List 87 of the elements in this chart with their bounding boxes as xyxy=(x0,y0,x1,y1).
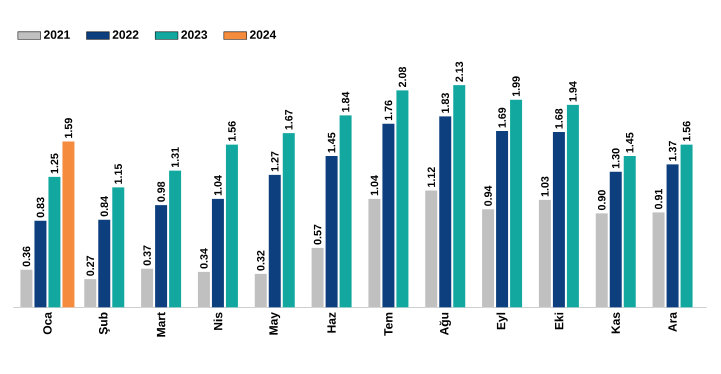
bar xyxy=(62,141,74,308)
bar xyxy=(326,156,338,308)
bar xyxy=(155,205,168,308)
data-label: 0.94 xyxy=(484,186,492,206)
data-label: 1.99 xyxy=(512,76,520,96)
x-tick-label: Eki xyxy=(554,312,564,330)
bar xyxy=(510,100,522,308)
bar xyxy=(226,144,238,308)
x-tick-label: Kas xyxy=(612,312,620,334)
data-label: 2.13 xyxy=(455,62,464,82)
data-label: 1.04 xyxy=(370,175,378,196)
bar xyxy=(340,115,352,308)
bar xyxy=(169,170,182,308)
bar xyxy=(566,104,579,308)
bar xyxy=(198,272,210,308)
bar xyxy=(538,200,551,308)
legend-label: 2021 xyxy=(44,30,70,39)
x-tick-label: Haz xyxy=(327,312,336,333)
bar xyxy=(680,144,693,308)
data-label: 0.83 xyxy=(36,197,44,218)
data-label: 1.31 xyxy=(171,147,179,168)
data-label: 1.94 xyxy=(569,81,577,102)
legend-label: 2024 xyxy=(250,30,276,39)
bar xyxy=(98,220,110,308)
bar xyxy=(496,131,508,308)
data-label: 1.56 xyxy=(682,121,690,141)
data-label: 1.30 xyxy=(612,148,620,168)
bar xyxy=(212,198,224,308)
x-tick-label: Mart xyxy=(156,312,166,337)
bar xyxy=(482,209,494,308)
bar xyxy=(254,274,267,308)
bar xyxy=(141,268,154,308)
bar xyxy=(282,133,295,308)
data-label: 1.83 xyxy=(441,93,450,113)
bar xyxy=(652,212,665,308)
bar xyxy=(425,190,438,308)
x-tick-label: Tem xyxy=(384,312,393,336)
x-tick-label: May xyxy=(269,312,280,335)
bar xyxy=(610,172,622,308)
data-label: 0.98 xyxy=(157,182,165,202)
bar xyxy=(596,213,608,308)
data-label: 0.34 xyxy=(200,248,208,268)
bar xyxy=(552,132,565,308)
bar xyxy=(382,124,394,308)
bar xyxy=(112,187,124,308)
bar xyxy=(368,198,380,308)
data-label: 1.15 xyxy=(114,164,122,184)
bar xyxy=(84,279,96,308)
data-label: 0.84 xyxy=(100,196,108,216)
data-label: 0.57 xyxy=(314,224,322,245)
x-tick-label: Şub xyxy=(98,312,110,334)
data-label: 1.68 xyxy=(555,108,563,128)
x-tick-label: Oca xyxy=(43,312,52,334)
data-label: 1.84 xyxy=(342,92,350,112)
data-label: 1.56 xyxy=(228,121,236,141)
data-label: 0.27 xyxy=(86,256,94,276)
x-tick-label: Ara xyxy=(668,312,677,332)
bar xyxy=(624,156,636,308)
data-label: 1.27 xyxy=(271,152,278,172)
data-label: 1.45 xyxy=(626,132,634,152)
data-label: 0.91 xyxy=(654,189,662,210)
data-label: 1.12 xyxy=(428,167,435,187)
bar xyxy=(439,116,452,308)
bar xyxy=(312,248,324,308)
data-label: 1.67 xyxy=(284,110,293,130)
data-label: 0.36 xyxy=(22,246,30,266)
data-label: 1.59 xyxy=(64,118,72,138)
bar xyxy=(396,90,408,308)
data-label: 1.76 xyxy=(384,100,392,120)
x-tick-label: Ağu xyxy=(440,312,451,336)
data-label: 2.08 xyxy=(398,66,406,88)
legend-label: 2023 xyxy=(181,30,208,39)
x-tick-label: Eyl xyxy=(496,312,508,330)
bar xyxy=(666,164,679,308)
x-tick-label: Nis xyxy=(214,312,222,330)
bar xyxy=(268,174,281,308)
data-label: 1.25 xyxy=(50,154,58,174)
bar xyxy=(453,85,466,308)
legend-label: 2022 xyxy=(112,30,138,39)
data-label: 1.37 xyxy=(668,141,676,161)
data-label: 1.69 xyxy=(498,108,506,128)
data-label: 1.03 xyxy=(541,176,549,196)
data-label: 0.37 xyxy=(143,246,151,266)
data-label: 0.32 xyxy=(256,250,265,271)
data-label: 1.04 xyxy=(214,175,222,196)
data-label: 1.45 xyxy=(328,132,336,152)
data-label: 0.90 xyxy=(598,190,606,210)
